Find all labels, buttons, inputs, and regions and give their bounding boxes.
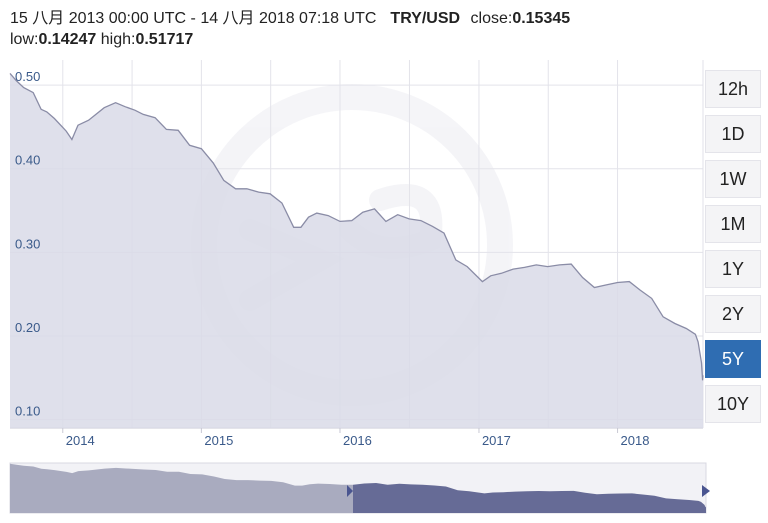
y-tick-label: 0.30 [15,236,40,251]
range-button-1m[interactable]: 1M [705,205,761,243]
x-tick-label: 2018 [621,433,650,448]
navigator-area-selected [353,483,706,513]
y-tick-label: 0.20 [15,320,40,335]
header-line-1: 15 八月 2013 00:00 UTC - 14 八月 2018 07:18 … [10,8,760,29]
close-label: close: [470,10,513,27]
close-value: 0.15345 [512,10,571,27]
x-tick-label: 2017 [482,433,511,448]
range-button-12h[interactable]: 12h [705,70,761,108]
range-button-5y[interactable]: 5Y [705,340,761,378]
navigator-area-unselected [10,463,353,513]
date-range-text: 15 八月 2013 00:00 UTC - 14 八月 2018 07:18 … [10,10,377,27]
y-tick-label: 0.50 [15,69,40,84]
series-line [9,72,704,381]
y-tick-label: 0.10 [15,404,40,419]
currency-pair: TRY/USD [390,10,461,27]
chart-header: 15 八月 2013 00:00 UTC - 14 八月 2018 07:18 … [10,8,760,50]
range-button-1d[interactable]: 1D [705,115,761,153]
range-button-1y[interactable]: 1Y [705,250,761,288]
x-axis-ticks: 2014 2015 2016 2017 2018 [62,428,650,448]
high-value: 0.51717 [135,31,194,48]
range-navigator[interactable] [9,462,710,514]
high-label: high: [100,31,136,48]
x-tick-label: 2016 [343,433,372,448]
x-tick-label: 2014 [66,433,95,448]
y-tick-label: 0.40 [15,153,40,168]
series-area [10,73,703,429]
x-tick-label: 2015 [204,433,233,448]
range-button-1w[interactable]: 1W [705,160,761,198]
navigator-left-handle[interactable] [347,485,353,497]
low-label: low: [10,31,39,48]
range-button-10y[interactable]: 10Y [705,385,761,423]
y-axis-ticks: 0.50 0.40 0.30 0.20 0.10 [15,69,40,419]
header-line-2: low:0.14247 high:0.51717 [10,29,760,50]
low-value: 0.14247 [38,31,97,48]
navigator-right-handle[interactable] [702,485,710,497]
range-button-2y[interactable]: 2Y [705,295,761,333]
